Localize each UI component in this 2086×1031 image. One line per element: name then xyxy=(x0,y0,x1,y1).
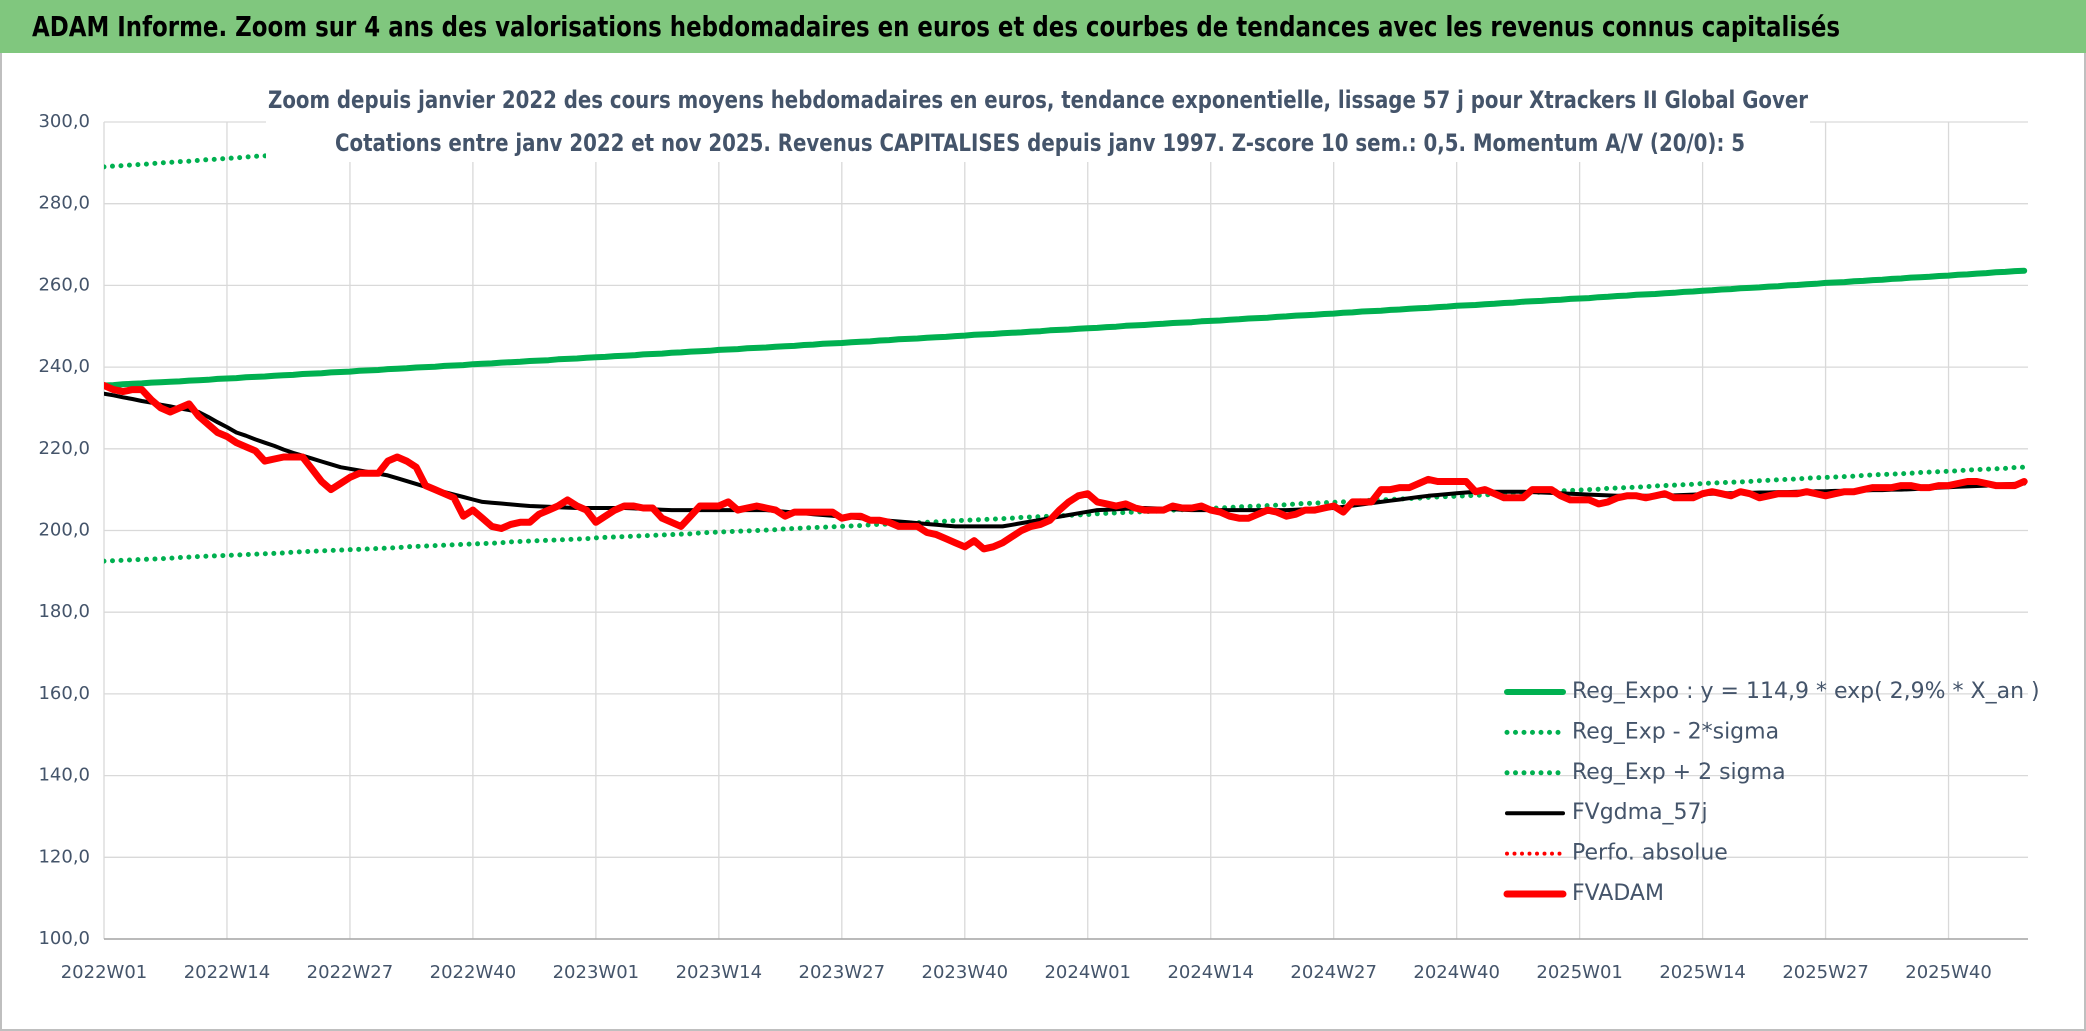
x-tick-label: 2022W01 xyxy=(61,962,148,983)
y-tick-label: 200,0 xyxy=(38,520,90,541)
legend-label: FVgdma_57j xyxy=(1572,800,1708,825)
legend-label: Reg_Exp - 2*sigma xyxy=(1572,719,1779,744)
x-tick-label: 2022W40 xyxy=(430,962,517,983)
x-tick-label: 2024W01 xyxy=(1044,962,1131,983)
y-tick-label: 260,0 xyxy=(38,274,90,295)
y-tick-label: 140,0 xyxy=(38,765,90,786)
y-tick-label: 180,0 xyxy=(38,601,90,622)
x-tick-label: 2025W40 xyxy=(1905,962,1992,983)
grid: 100,0 120,0 140,0 160,0 180,0 200,0 220,0 240,0… xyxy=(38,111,2028,983)
x-tick-label: 2024W14 xyxy=(1167,962,1254,983)
x-tick-label: 2022W14 xyxy=(184,962,271,983)
series-line xyxy=(104,267,2028,389)
y-tick-label: 120,0 xyxy=(38,846,90,867)
x-tick-label: 2024W27 xyxy=(1290,962,1377,983)
y-tick-label: 100,0 xyxy=(38,928,90,949)
y-tick-label: 300,0 xyxy=(38,111,90,132)
header-title: ADAM Informe. Zoom sur 4 ans des valoris… xyxy=(32,10,1840,43)
legend-label: Perfo. absolue xyxy=(1572,841,1728,866)
subtitle: Zoom depuis janvier 2022 des cours moyen… xyxy=(268,86,1808,114)
x-tick-label: 2025W27 xyxy=(1782,962,1869,983)
y-tick-label: 160,0 xyxy=(38,683,90,704)
y-tick-label: 240,0 xyxy=(38,356,90,377)
x-tick-label: 2023W01 xyxy=(553,962,640,983)
legend-label: FVADAM xyxy=(1572,881,1664,906)
y-tick-label: 280,0 xyxy=(38,193,90,214)
legend-label: Reg_Exp + 2 sigma xyxy=(1572,760,1786,785)
legend-label: Reg_Expo : y = 114,9 * exp( 2,9% * X_an … xyxy=(1572,679,2040,704)
x-tick-label: 2025W01 xyxy=(1536,962,1623,983)
x-tick-label: 2025W14 xyxy=(1659,962,1746,983)
x-tick-label: 2022W27 xyxy=(307,962,394,983)
x-tick-label: 2024W40 xyxy=(1413,962,1500,983)
x-tick-label: 2023W40 xyxy=(922,962,1009,983)
x-tick-label: 2023W27 xyxy=(799,962,886,983)
subtitle: Cotations entre janv 2022 et nov 2025. R… xyxy=(335,129,1745,157)
legend: Reg_Expo : y = 114,9 * exp( 2,9% * X_an … xyxy=(1503,679,2040,906)
y-tick-label: 220,0 xyxy=(38,438,90,459)
subtitle-box xyxy=(266,82,1810,162)
x-tick-label: 2023W14 xyxy=(676,962,763,983)
series-line xyxy=(104,382,2028,553)
header-band xyxy=(0,0,2086,53)
